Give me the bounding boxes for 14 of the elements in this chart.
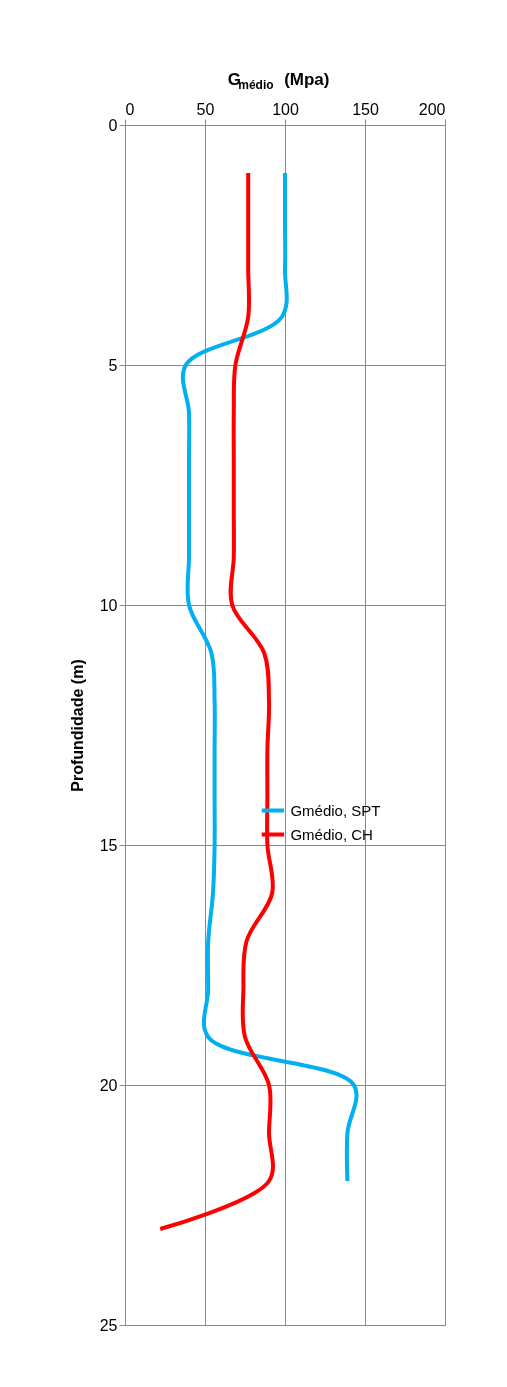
y-tick-label: 0: [108, 116, 118, 134]
y-tick-label: 20: [99, 1076, 118, 1094]
x-tick-label: 200: [418, 100, 446, 118]
y-tick-label: 10: [99, 596, 118, 614]
y-axis-title: Profundidade (m): [68, 659, 86, 792]
y-tick-label: 5: [108, 356, 118, 374]
x-tick-label: 100: [272, 100, 299, 118]
x-tick-label: 50: [196, 100, 215, 118]
legend-label: Gmédio, SPT: [290, 801, 381, 819]
legend-label: Gmédio, CH: [290, 825, 373, 843]
y-tick-label: 25: [99, 1316, 118, 1334]
x-tick-label: 150: [352, 100, 379, 118]
y-tick-label: 15: [99, 836, 118, 854]
x-tick-label: 0: [125, 100, 135, 118]
